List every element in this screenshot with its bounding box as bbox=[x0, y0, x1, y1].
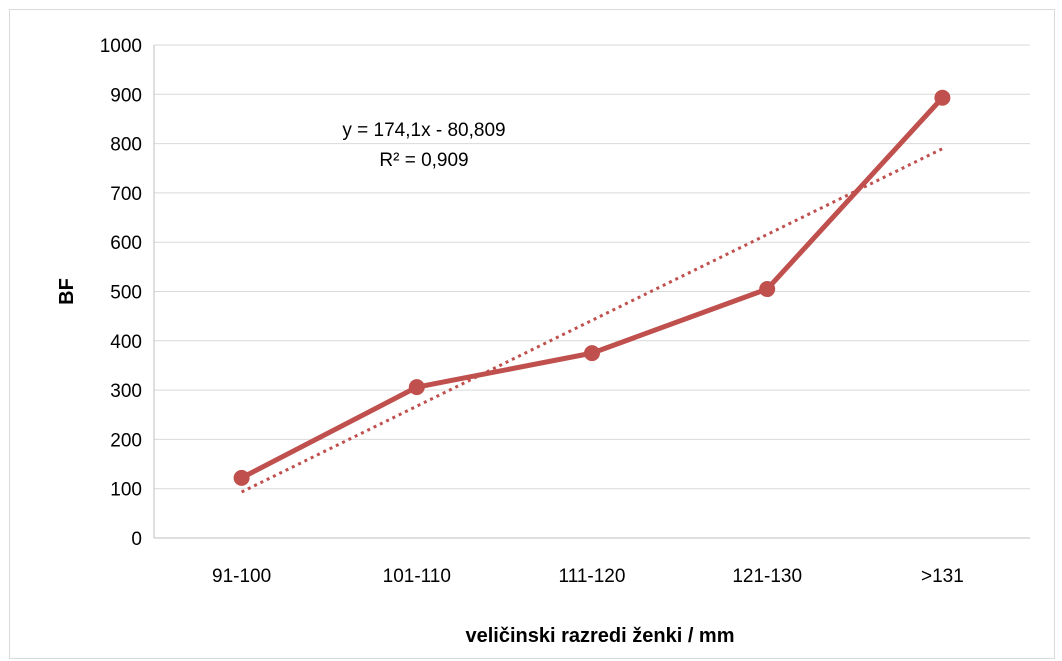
x-tick-label: 91-100 bbox=[212, 566, 271, 587]
trendline-r2: R² = 0,909 bbox=[379, 150, 468, 171]
y-tick-label: 800 bbox=[110, 135, 142, 156]
x-tick-label: >131 bbox=[921, 566, 964, 587]
trendline bbox=[240, 147, 944, 494]
y-tick-label: 900 bbox=[110, 85, 142, 106]
y-tick-label: 700 bbox=[110, 184, 142, 205]
series-line bbox=[239, 95, 945, 481]
y-axis-title: BF bbox=[56, 278, 78, 305]
data-point bbox=[408, 379, 425, 396]
trendline-equation: y = 174,1x - 80,809 bbox=[342, 120, 505, 141]
x-tick-label: 101-110 bbox=[383, 566, 451, 587]
x-axis-title: veličinski razredi ženki / mm bbox=[465, 625, 734, 647]
x-tick-label: 111-120 bbox=[559, 566, 626, 587]
y-tick-label: 300 bbox=[110, 381, 142, 402]
data-point bbox=[584, 345, 600, 362]
y-tick-label: 200 bbox=[110, 430, 142, 451]
y-tick-label: 1000 bbox=[100, 36, 142, 57]
x-tick-label: 121-130 bbox=[732, 566, 802, 587]
data-point bbox=[934, 89, 951, 106]
y-tick-label: 400 bbox=[110, 332, 142, 353]
y-tick-label: 500 bbox=[110, 283, 142, 304]
y-tick-label: 600 bbox=[110, 233, 142, 254]
y-tick-label: 100 bbox=[110, 480, 142, 501]
y-tick-label: 0 bbox=[131, 529, 142, 550]
data-point bbox=[759, 281, 776, 298]
chart-frame bbox=[9, 9, 1055, 659]
data-point bbox=[233, 469, 250, 486]
